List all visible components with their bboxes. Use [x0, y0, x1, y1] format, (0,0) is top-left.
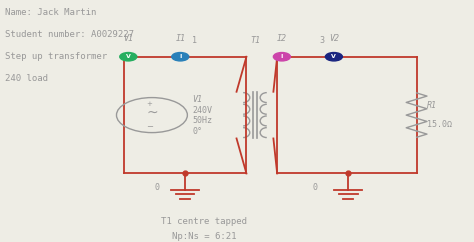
Text: Student number: A0029227: Student number: A0029227	[5, 30, 135, 39]
Text: V: V	[126, 54, 131, 59]
Text: 0: 0	[312, 183, 318, 192]
Circle shape	[172, 53, 189, 61]
Text: 15.0Ω: 15.0Ω	[427, 120, 452, 129]
Text: −: −	[146, 122, 153, 131]
Text: V1: V1	[192, 95, 202, 104]
Text: 50Hz: 50Hz	[192, 116, 212, 125]
Text: 240 load: 240 load	[5, 74, 48, 83]
Text: I: I	[179, 54, 182, 59]
Text: 240V: 240V	[192, 106, 212, 115]
Text: T1: T1	[250, 36, 260, 45]
Circle shape	[120, 53, 137, 61]
Text: Step up transformer: Step up transformer	[5, 52, 108, 61]
Circle shape	[273, 53, 291, 61]
Text: V: V	[331, 54, 337, 59]
Text: 0°: 0°	[192, 127, 202, 136]
Text: V2: V2	[329, 34, 339, 43]
Circle shape	[325, 53, 342, 61]
Text: 0: 0	[154, 183, 159, 192]
Text: I: I	[281, 54, 283, 59]
Text: Np:Ns = 6:21: Np:Ns = 6:21	[172, 232, 236, 241]
Text: I2: I2	[277, 34, 287, 43]
Text: T1 centre tapped: T1 centre tapped	[161, 217, 247, 226]
Text: R1: R1	[427, 101, 437, 110]
Text: ~: ~	[146, 106, 158, 120]
Text: +: +	[146, 101, 153, 107]
Text: 3: 3	[319, 36, 325, 45]
Text: 1: 1	[192, 36, 197, 45]
Text: I1: I1	[175, 34, 185, 43]
Text: Name: Jack Martin: Name: Jack Martin	[5, 8, 97, 17]
Text: V1: V1	[123, 34, 133, 43]
